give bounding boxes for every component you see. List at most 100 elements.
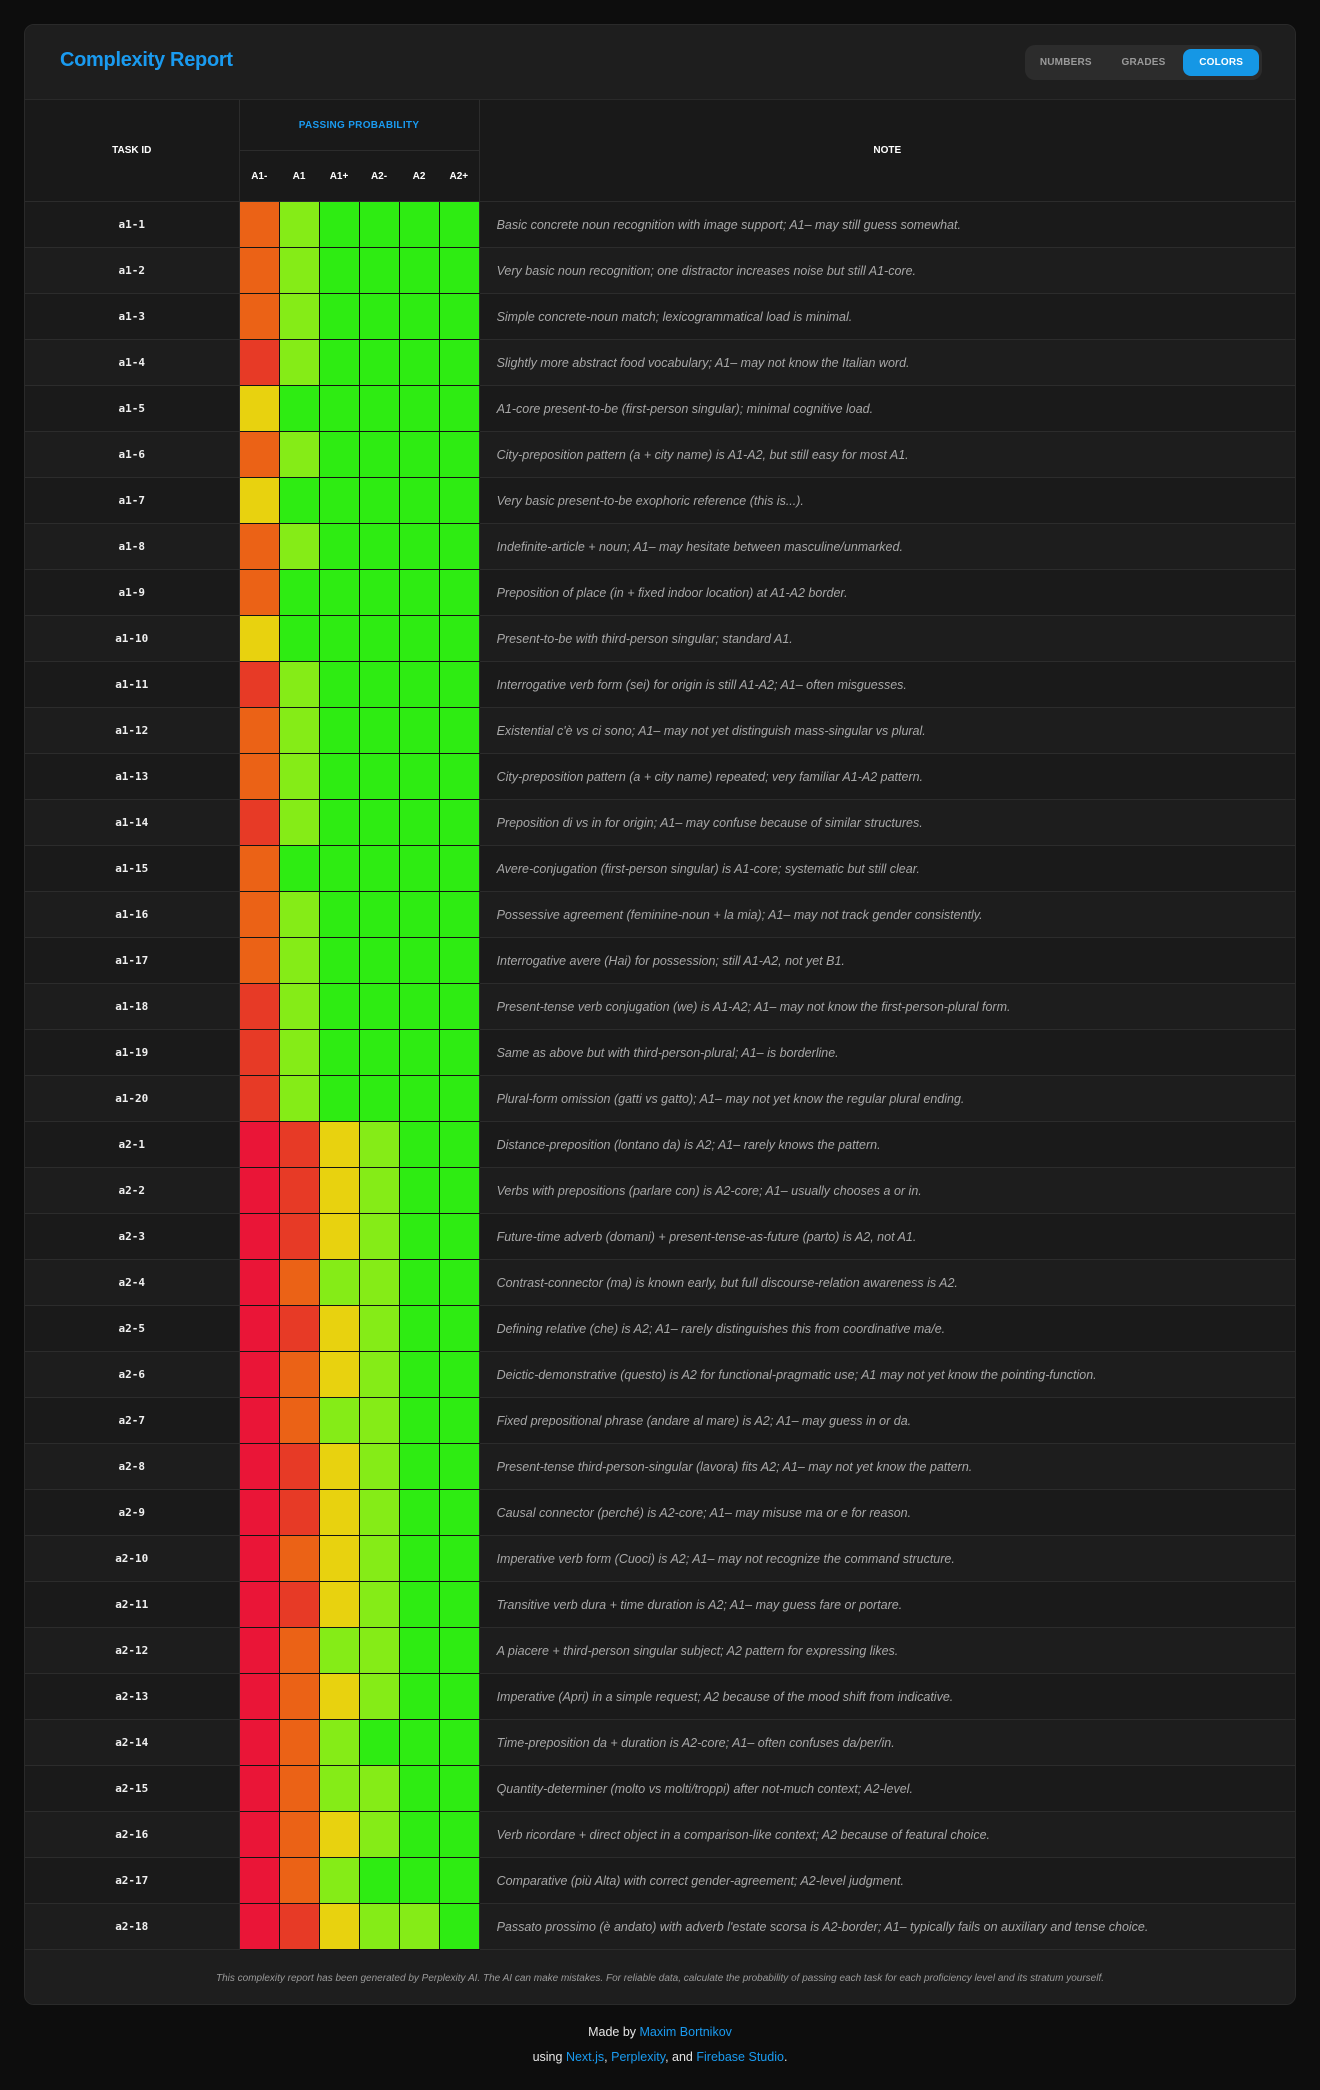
probability-cell (278, 937, 320, 984)
note-cell: Causal connector (perché) is A2-core; A1… (479, 1489, 1295, 1536)
probability-cell (438, 1673, 480, 1720)
task-id-cell: a2-7 (25, 1397, 240, 1444)
probability-cell (398, 1351, 440, 1398)
level-header: A1 (279, 150, 319, 202)
separator: , and (665, 2050, 693, 2064)
probability-cell (278, 1627, 320, 1674)
probability-cell (398, 615, 440, 662)
probability-cell (398, 523, 440, 570)
table-row: a1-10 Present-to-be with third-person sin… (25, 615, 1295, 662)
probability-cell (438, 1857, 480, 1904)
probability-cell (278, 247, 320, 294)
task-id-header: TASK ID (25, 100, 240, 202)
probability-cell (318, 523, 360, 570)
probability-cell (358, 1535, 400, 1582)
probability-cell (278, 1903, 320, 1950)
task-id-cell: a2-13 (25, 1673, 240, 1720)
probability-cell (358, 1167, 400, 1214)
probability-cell (398, 845, 440, 892)
probability-cell (278, 1259, 320, 1306)
probability-cell (398, 431, 440, 478)
note-cell: Imperative verb form (Cuoci) is A2; A1– … (479, 1535, 1295, 1582)
probability-cell (358, 523, 400, 570)
probability-cell (278, 385, 320, 432)
task-id-cell: a2-8 (25, 1443, 240, 1490)
note-cell: Possessive agreement (feminine-noun + la… (479, 891, 1295, 938)
note-cell: Interrogative avere (Hai) for possession… (479, 937, 1295, 984)
level-header: A2+ (439, 150, 480, 202)
probability-cell (318, 753, 360, 800)
table-row: a1-5 A1-core present-to-be (first-person … (25, 385, 1295, 432)
probability-cell (358, 1443, 400, 1490)
probability-cell (438, 1627, 480, 1674)
table-row: a2-3 Future-time adverb (domani) + presen… (25, 1213, 1295, 1260)
task-id-cell: a2-10 (25, 1535, 240, 1582)
table-row: a2-13 Imperative (Apri) in a simple reque… (25, 1673, 1295, 1720)
probability-cell (438, 1397, 480, 1444)
probability-cell (278, 1305, 320, 1352)
probability-cell (398, 1765, 440, 1812)
probability-cell (358, 753, 400, 800)
task-id-cell: a1-5 (25, 385, 240, 432)
author-link[interactable]: Maxim Bortnikov (639, 2025, 732, 2039)
probability-cell (358, 1029, 400, 1076)
note-header: NOTE (479, 100, 1295, 202)
probability-cell (398, 201, 440, 248)
probability-cell (318, 431, 360, 478)
table-row: a1-8 Indefinite-article + noun; A1– may h… (25, 523, 1295, 570)
task-id-cell: a1-11 (25, 661, 240, 708)
table-row: a2-9 Causal connector (perché) is A2-core… (25, 1489, 1295, 1536)
view-grades-button[interactable]: GRADES (1121, 57, 1166, 68)
probability-cell (318, 201, 360, 248)
probability-cell (278, 1719, 320, 1766)
probability-cell (278, 1167, 320, 1214)
probability-cell (438, 1581, 480, 1628)
probability-cell (238, 799, 280, 846)
probability-cell (278, 1673, 320, 1720)
note-cell: Fixed prepositional phrase (andare al ma… (479, 1397, 1295, 1444)
task-id-cell: a2-17 (25, 1857, 240, 1904)
probability-cell (238, 1765, 280, 1812)
note-cell: Very basic noun recognition; one distrac… (479, 247, 1295, 294)
probability-cell (278, 753, 320, 800)
task-id-cell: a2-2 (25, 1167, 240, 1214)
probability-cell (278, 615, 320, 662)
table-row: a2-1 Distance-preposition (lontano da) is… (25, 1121, 1295, 1168)
probability-cell (318, 569, 360, 616)
probability-cell (238, 431, 280, 478)
probability-cell (238, 1627, 280, 1674)
note-cell: Very basic present-to-be exophoric refer… (479, 477, 1295, 524)
probability-cell (278, 1581, 320, 1628)
credits-line-tools: using Next.js, Perplexity, and Firebase … (0, 2045, 1320, 2070)
task-id-cell: a1-13 (25, 753, 240, 800)
note-cell: Deictic-demonstrative (questo) is A2 for… (479, 1351, 1295, 1398)
probability-cell (278, 569, 320, 616)
probability-cell (398, 293, 440, 340)
probability-cell (438, 845, 480, 892)
probability-cell (238, 1121, 280, 1168)
probability-cell (318, 1627, 360, 1674)
probability-cell (318, 1443, 360, 1490)
table-row: a1-6 City-preposition pattern (a + city n… (25, 431, 1295, 478)
probability-cell (318, 1121, 360, 1168)
probability-cell (358, 1719, 400, 1766)
view-numbers-button[interactable]: NUMBERS (1039, 57, 1092, 68)
probability-cell (398, 1857, 440, 1904)
view-colors-button[interactable]: COLORS (1183, 49, 1260, 76)
perplexity-link[interactable]: Perplexity (611, 2050, 666, 2064)
probability-cell (438, 1121, 480, 1168)
note-cell: Future-time adverb (domani) + present-te… (479, 1213, 1295, 1260)
probability-cell (438, 1029, 480, 1076)
nextjs-link[interactable]: Next.js (565, 2050, 605, 2064)
table-row: a1-14 Preposition di vs in for origin; A1… (25, 799, 1295, 846)
probability-cell (278, 707, 320, 754)
task-id-cell: a1-8 (25, 523, 240, 570)
probability-cell (278, 1213, 320, 1260)
note-cell: Present-tense verb conjugation (we) is A… (479, 983, 1295, 1030)
probability-cell (318, 1167, 360, 1214)
probability-cell (358, 1489, 400, 1536)
probability-cell (238, 339, 280, 386)
probability-cell (318, 661, 360, 708)
probability-cell (238, 1213, 280, 1260)
firebase-studio-link[interactable]: Firebase Studio (696, 2050, 784, 2064)
